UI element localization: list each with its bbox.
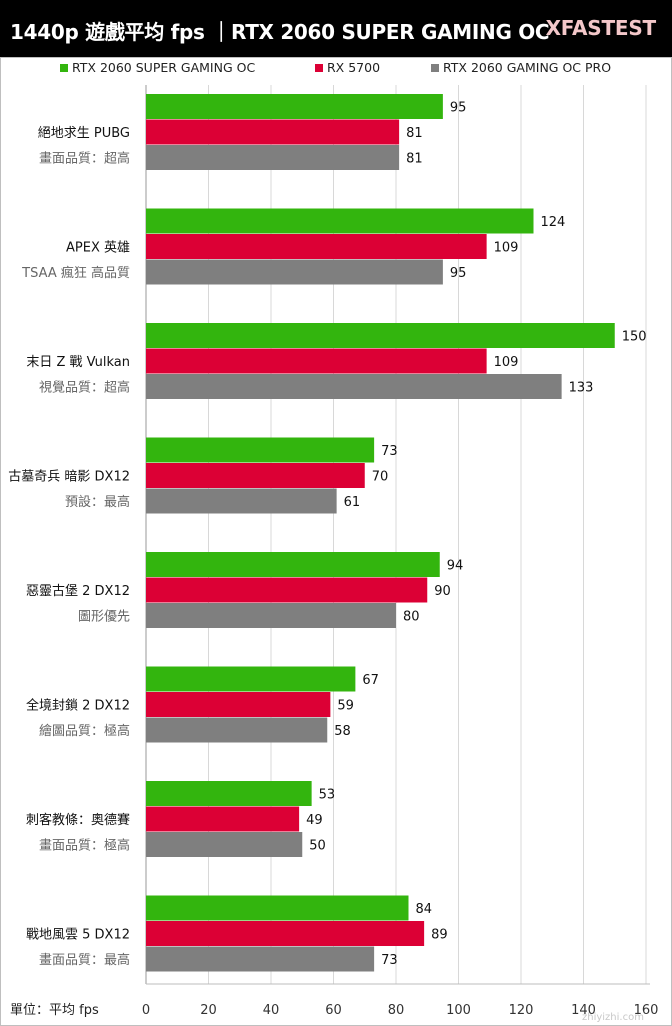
category-setting-label: 畫面品質：極高 (39, 838, 130, 854)
bar (146, 666, 356, 692)
data-label: 81 (406, 126, 423, 141)
category-label: 末日 Z 戰 Vulkan (26, 355, 130, 370)
bar-chart: 0 20 40 60 80 100 120 140 160 RTX 2060 SUPER GAMI… (0, 57, 672, 1026)
bar (146, 94, 443, 119)
category-label: 絕地求生 PUBG (38, 126, 130, 141)
data-label: 73 (381, 444, 398, 459)
x-tick-label: 80 (388, 1003, 405, 1018)
header-bar: 1440p 遊戲平均 fps ｜RTX 2060 SUPER GAMING OC… (0, 0, 672, 57)
bar (146, 603, 396, 628)
data-label: 58 (334, 724, 351, 739)
bar (146, 946, 375, 972)
chart-border (0, 57, 672, 1026)
x-tick-label: 140 (571, 1003, 596, 1018)
category-label: APEX 英雄 (66, 241, 130, 256)
bar (146, 781, 312, 806)
x-tick-label: 0 (142, 1003, 150, 1018)
category-setting-label: 圖形優先 (78, 610, 130, 625)
data-label: 67 (362, 673, 379, 688)
legend-label: RTX 2060 GAMING OC PRO (443, 60, 611, 75)
brand-logo: XFASTEST (545, 16, 657, 40)
x-tick-label: 40 (263, 1003, 280, 1018)
chart-title: 1440p 遊戲平均 fps ｜RTX 2060 SUPER GAMING OC (10, 20, 550, 44)
category-label: 惡靈古堡 2 DX12 (26, 583, 130, 599)
data-label: 90 (434, 584, 451, 599)
bar (146, 921, 425, 946)
data-label: 124 (541, 215, 566, 230)
data-label: 81 (406, 152, 423, 167)
unit-label: 單位：平均 fps (10, 1003, 99, 1018)
bar (146, 374, 562, 399)
category-setting-label: 畫面品質：最高 (39, 952, 130, 968)
data-label: 80 (403, 610, 420, 625)
x-tick-label: 160 (634, 1003, 659, 1018)
bar (146, 119, 400, 145)
category-label: 戰地風雲 5 DX12 (26, 928, 130, 943)
data-label: 73 (381, 953, 398, 968)
data-label: 53 (319, 788, 336, 803)
x-tick-label: 20 (200, 1003, 217, 1018)
legend-swatch (315, 64, 323, 72)
category-setting-label: TSAA 瘋狂 高品質 (21, 265, 130, 281)
bar (146, 692, 331, 717)
bar (146, 806, 300, 832)
data-label: 49 (306, 813, 323, 828)
bar (146, 577, 428, 603)
bar (146, 488, 337, 514)
x-tick-label: 100 (446, 1003, 471, 1018)
legend-label: RX 5700 (327, 60, 380, 75)
legend-swatch (431, 64, 439, 72)
category-setting-label: 預設：最高 (65, 494, 130, 510)
data-label: 109 (494, 241, 519, 256)
bar (146, 463, 365, 488)
data-label: 50 (309, 839, 326, 854)
category-label: 刺客教條：奧德賽 (26, 812, 130, 828)
watermark: zhiyizhi.com (582, 1012, 644, 1023)
bar (146, 895, 409, 921)
bar (146, 145, 400, 170)
data-label: 133 (569, 381, 594, 396)
x-tick-label: 60 (325, 1003, 342, 1018)
legend-label: RTX 2060 SUPER GAMING OC (72, 60, 255, 75)
data-label: 95 (450, 266, 467, 281)
legend-swatch (60, 64, 68, 72)
bar (146, 717, 328, 743)
category-setting-label: 繪圖品質：極高 (39, 723, 130, 739)
data-label: 94 (447, 559, 464, 574)
data-label: 150 (622, 330, 647, 345)
bar (146, 437, 375, 463)
category-setting-label: 畫面品質：超高 (39, 151, 130, 167)
bar (146, 832, 303, 857)
bar (146, 323, 615, 348)
x-tick-label: 120 (509, 1003, 534, 1018)
data-label: 109 (494, 355, 519, 370)
category-label: 古墓奇兵 暗影 DX12 (8, 469, 130, 485)
data-label: 89 (431, 928, 448, 943)
category-setting-label: 視覺品質：超高 (39, 380, 130, 396)
bar (146, 552, 440, 577)
bar (146, 348, 487, 374)
category-label: 全境封鎖 2 DX12 (26, 698, 130, 714)
data-label: 95 (450, 101, 467, 116)
bar (146, 259, 443, 285)
data-label: 70 (372, 470, 389, 485)
data-label: 59 (337, 699, 354, 714)
bar (146, 208, 534, 234)
data-label: 61 (344, 495, 361, 510)
bar (146, 234, 487, 259)
data-label: 84 (416, 902, 433, 917)
